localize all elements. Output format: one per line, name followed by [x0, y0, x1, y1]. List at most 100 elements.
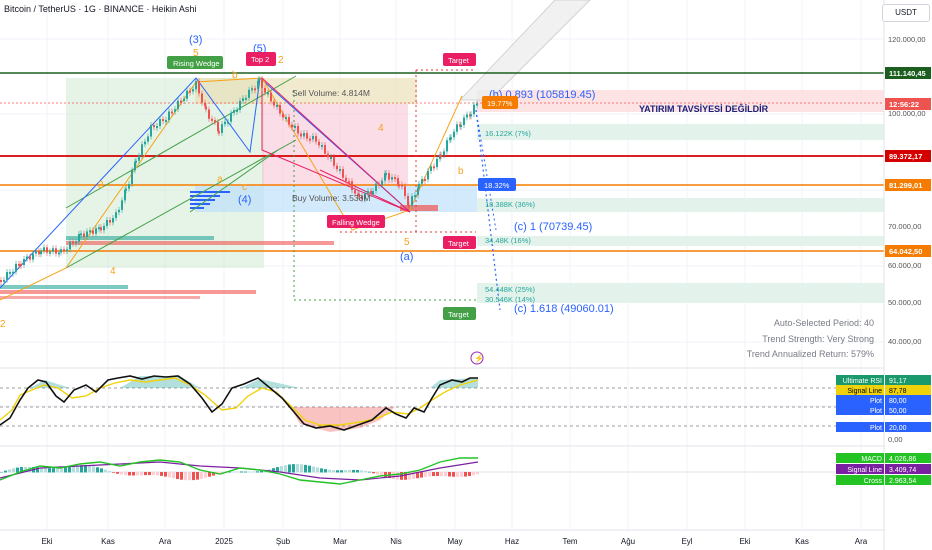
macd-bar — [44, 468, 47, 473]
macd-bar — [412, 472, 415, 479]
price-badge — [885, 150, 931, 162]
rsi-badge — [836, 385, 884, 395]
vol-1838: 18.388K (36%) — [485, 200, 536, 209]
time-tick: Ara — [855, 537, 868, 546]
rsi-badge — [836, 375, 884, 385]
macd-bar — [336, 470, 339, 473]
price-badge-label: 111.140,45 — [889, 69, 926, 78]
macd-bar — [52, 468, 55, 473]
macd-bar — [88, 465, 91, 473]
falling-wedge — [261, 76, 411, 213]
macd-bar — [64, 466, 67, 473]
projection-dotted — [475, 109, 501, 311]
macd-bar — [0, 472, 3, 473]
trend-period: Auto-Selected Period: 40 — [773, 318, 874, 328]
macd-bar — [20, 467, 23, 473]
time-tick: Kas — [795, 537, 809, 546]
rsi-badge-value-bg — [885, 395, 931, 405]
rsi-line — [0, 375, 478, 431]
macd-bar — [112, 472, 115, 473]
green-fib-zone-3 — [477, 236, 884, 246]
macd-badge-value: 4.026,86 — [889, 456, 916, 463]
tags: Rising Wedge Top 2 Falling Wedge Target … — [167, 52, 518, 320]
volume-profile — [0, 191, 438, 299]
buy-volume: Buy Volume: 3.538M — [292, 193, 370, 203]
macd-bar — [380, 472, 383, 476]
macd-bar — [16, 467, 19, 473]
price-badge — [885, 98, 931, 110]
label-b1: b — [232, 70, 238, 81]
macd-badge — [836, 453, 884, 463]
falling-wedge-tag: Falling Wedge — [332, 218, 380, 227]
svg-text:⚡: ⚡ — [474, 353, 484, 363]
macd-bar — [80, 465, 83, 473]
macd-bar — [116, 472, 119, 474]
macd-bar — [324, 469, 327, 473]
currency-button[interactable]: USDT — [882, 4, 930, 22]
sell-volume: Sell Volume: 4.814M — [292, 88, 370, 98]
time-tick: Eki — [41, 537, 52, 546]
price-badge — [885, 245, 931, 257]
macd-bar — [104, 469, 107, 473]
time-tick: Ara — [159, 537, 172, 546]
macd-bar — [304, 464, 307, 473]
macd-bar — [72, 465, 75, 473]
time-tick: Nis — [390, 537, 402, 546]
rsi-fill-bottom — [290, 407, 395, 432]
target-tag-1: Target — [448, 56, 470, 65]
macd-bar — [92, 466, 95, 473]
macd-bar — [392, 472, 395, 479]
time-tick: Ağu — [621, 537, 635, 546]
macd-bar — [340, 470, 343, 473]
macd-bar — [184, 472, 187, 481]
label-5: 5 — [404, 237, 410, 248]
macd-bar — [8, 469, 11, 473]
macd-badge-value-bg — [885, 453, 931, 463]
macd-bar — [132, 472, 135, 476]
macd-badge — [836, 464, 884, 474]
macd-bar — [292, 464, 295, 473]
green-fib-zone — [477, 124, 884, 140]
macd-bar — [60, 467, 63, 473]
trend-strength: Trend Strength: Very Strong — [762, 334, 874, 344]
macd-badge-label: MACD — [861, 456, 882, 463]
macd-bar — [276, 467, 279, 473]
macd-bar — [440, 472, 443, 477]
macd-bar — [452, 472, 455, 477]
label-2-left: 2 — [0, 319, 6, 330]
alert-icon[interactable]: ⚡ — [470, 351, 484, 365]
macd-bar — [364, 470, 367, 473]
macd-bar — [272, 468, 275, 473]
macd-bar — [180, 472, 183, 480]
macd-bar — [332, 470, 335, 473]
macd-bar — [348, 469, 351, 473]
price-tick: 50.000,00 — [888, 298, 921, 307]
macd-bar — [4, 470, 7, 473]
time-tick: Eki — [739, 537, 750, 546]
macd-bar — [96, 467, 99, 473]
price-badge-label: 64.042,50 — [889, 247, 922, 256]
macd-badge-value-bg — [885, 475, 931, 485]
macd-bar — [84, 465, 87, 473]
macd-bar — [160, 472, 163, 476]
label-c: c — [242, 182, 247, 193]
time-axis: Eki Kas Ara 2025 Şub Mar Nis May Haz Tem Ağu Eyl Eki… — [41, 537, 867, 546]
macd-bar — [436, 472, 439, 476]
badge-1832: 18.32% — [484, 181, 510, 190]
macd-bar — [448, 472, 451, 477]
macd-bar — [240, 471, 243, 473]
top2-tag: Top 2 — [251, 55, 269, 64]
macd-bar — [284, 465, 287, 473]
macd-bar — [296, 464, 299, 473]
rsi-badge-value: 20,00 — [889, 425, 907, 432]
price-tick: 100.000,00 — [888, 109, 926, 118]
macd-bar — [320, 468, 323, 473]
green-fib-zone-4 — [477, 283, 884, 303]
price-badge-label: 81.299,01 — [889, 181, 922, 190]
symbol-title: Bitcoin / TetherUS · 1G · BINANCE · Heik… — [4, 4, 197, 14]
up-channel — [459, 0, 591, 101]
macd-bar — [420, 472, 423, 478]
rsi-badge — [836, 395, 884, 405]
macd-bar — [384, 472, 387, 477]
